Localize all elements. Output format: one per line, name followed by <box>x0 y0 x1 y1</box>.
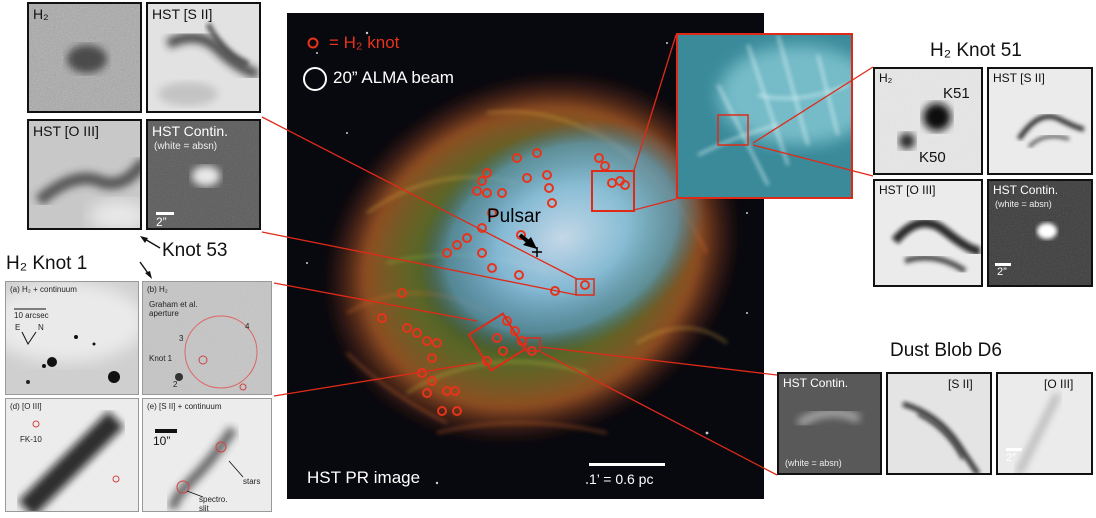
blob-heading: Dust Blob D6 <box>890 340 1002 361</box>
north-label: N <box>38 323 44 332</box>
absn-note: (white = absn) <box>154 141 218 152</box>
blob-contin-panel: HST Contin. (white = absn) <box>777 372 882 475</box>
aperture-label: Graham et al. aperture <box>149 300 198 318</box>
panel-label: H₂ <box>879 71 893 85</box>
scalebar-label: 1’ = 0.6 pc <box>589 471 654 487</box>
knot51-heading: H₂ Knot 51 <box>930 40 1022 61</box>
panel-label: HST Contin. <box>783 376 849 390</box>
knot51-sii-panel: HST [S II] <box>987 67 1093 175</box>
scale-bar <box>156 212 174 215</box>
scale-label: 10” <box>153 434 171 448</box>
knot1-sii-panel: (e) [S II] + continuum 10” stars spectro… <box>142 398 272 512</box>
knot53-h2-panel: H₂ <box>27 2 142 113</box>
k51-label: K51 <box>943 85 970 102</box>
knot51-zoom-inset <box>676 33 853 199</box>
marker-4: 4 <box>245 322 250 331</box>
panel-label: (a) H₂ + continuum <box>10 285 77 294</box>
panel-label: (d) [O III] <box>10 402 42 411</box>
knot51-contin-panel: HST Contin. (white = absn) 2” <box>987 179 1093 287</box>
panel-label: HST Contin. <box>993 183 1059 197</box>
fk10-label: FK-10 <box>20 435 42 444</box>
scale-bar-label: 2” <box>156 215 167 229</box>
absn-note: (white = absn) <box>785 458 842 468</box>
panel-label: HST [S II] <box>152 6 213 22</box>
knot53-sii-panel: HST [S II] <box>146 2 261 113</box>
panel-label: (b) H₂ <box>147 285 168 294</box>
panel-label: (e) [S II] + continuum <box>147 402 222 411</box>
scale-bar <box>995 263 1011 266</box>
knot53-heading: Knot 53 <box>162 240 228 261</box>
scale-bar-label: 2” <box>997 266 1007 278</box>
absn-note: (white = absn) <box>995 199 1052 209</box>
east-label: E <box>15 323 21 332</box>
panel-label: [O III] <box>1044 377 1074 391</box>
k50-label: K50 <box>919 149 946 166</box>
knot1-oiii-panel: (d) [O III] FK-10 <box>5 398 139 512</box>
pulsar-label: Pulsar <box>487 206 541 227</box>
blob-oiii-panel: [O III] 2” <box>996 372 1093 475</box>
legend-knot-label: = H₂ knot <box>329 33 400 52</box>
knot51-h2-panel: H₂ K51 K50 <box>873 67 983 175</box>
credit-label: HST PR image <box>307 468 421 487</box>
stars-label: stars <box>243 477 261 486</box>
panel-label: HST [O III] <box>879 183 936 197</box>
scale-label: 10 arcsec <box>14 311 49 320</box>
legend-beam-label: 20” ALMA beam <box>333 68 454 87</box>
marker-3: 3 <box>179 334 184 343</box>
knot53-contin-panel: HST Contin. (white = absn) 2” <box>146 119 261 230</box>
knot1-heading: H₂ Knot 1 <box>6 253 88 274</box>
knot1-h2-continuum-panel: (a) H₂ + continuum 10 arcsec E N <box>5 281 139 395</box>
noise-texture <box>29 4 140 111</box>
scale-bar <box>1006 448 1022 451</box>
knot1-h2-panel: (b) H₂ Graham et al. aperture 3 4 Knot 1… <box>142 281 272 395</box>
marker-2: 2 <box>173 380 178 389</box>
slit-label: spectro. slit <box>199 495 228 512</box>
panel-label: HST [S II] <box>993 71 1045 85</box>
knot1-label: Knot 1 <box>149 354 173 363</box>
panel-label: HST Contin. <box>152 123 228 139</box>
knot51-oiii-panel: HST [O III] <box>873 179 983 287</box>
panel-label: HST [O III] <box>33 123 99 139</box>
scale-bar-label: 2” <box>1006 452 1016 464</box>
knot53-oiii-panel: HST [O III] <box>27 119 142 230</box>
panel-label: H₂ <box>33 6 49 22</box>
blob-sii-panel: [S II] <box>886 372 992 475</box>
panel-label: [S II] <box>948 377 973 391</box>
